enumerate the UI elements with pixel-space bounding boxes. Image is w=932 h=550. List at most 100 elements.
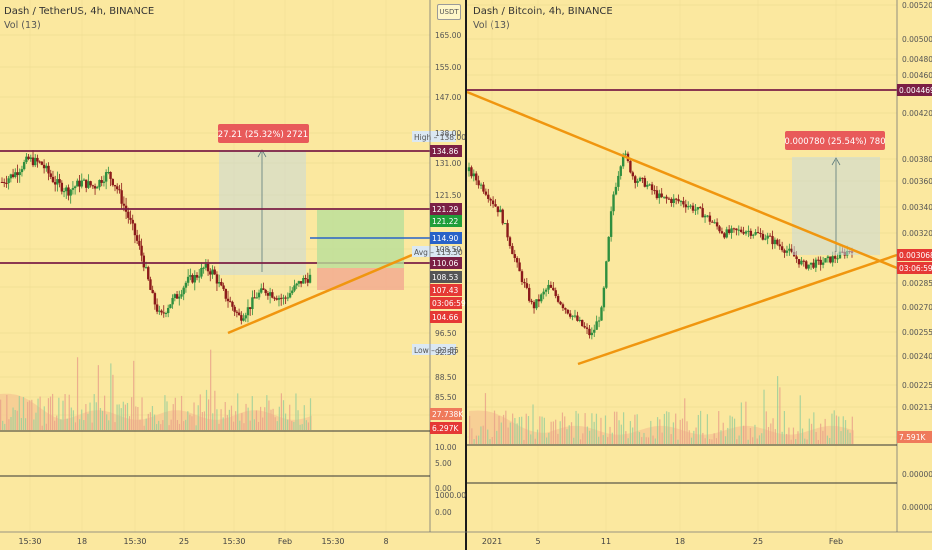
candle-body xyxy=(802,260,806,262)
candle-body xyxy=(824,258,827,263)
volume-bar xyxy=(83,420,85,430)
candle-body xyxy=(595,321,598,330)
left-price-tick: 88.50 xyxy=(435,373,457,382)
left-volume-indicator-label[interactable]: Vol (13) xyxy=(4,20,41,31)
candle-body xyxy=(528,287,531,301)
volume-bar xyxy=(641,437,643,444)
price-label-box xyxy=(430,271,462,283)
candle-body xyxy=(3,182,6,184)
volume-bar xyxy=(301,424,303,430)
volume-bar xyxy=(629,421,631,444)
candle-body xyxy=(506,223,509,238)
volume-bar xyxy=(253,419,255,430)
candle-body xyxy=(511,246,514,255)
candle-body xyxy=(113,185,117,187)
candle-body xyxy=(166,307,170,314)
volume-bar xyxy=(31,399,33,430)
volume-bar xyxy=(842,416,844,444)
drawing-tools[interactable]: 27.21 (25.32%) 2721 High – 138.00 Low – 93… xyxy=(0,89,932,366)
candle-body xyxy=(754,232,757,235)
volume-bar xyxy=(147,413,149,430)
candle-body xyxy=(703,215,707,218)
candle-body xyxy=(629,160,632,173)
currency-badge[interactable]: USDT xyxy=(437,4,461,20)
candle-body xyxy=(233,306,236,312)
volume-bar xyxy=(654,438,656,444)
candle-body xyxy=(220,281,223,286)
candle-body xyxy=(535,299,538,309)
volume-bar xyxy=(747,439,749,444)
price-label-box xyxy=(897,431,932,443)
volume-bar xyxy=(70,407,72,430)
volume-bar xyxy=(573,437,575,444)
right-volume-indicator-label[interactable]: Vol (13) xyxy=(473,20,510,31)
candle-body xyxy=(761,233,765,240)
candle-body xyxy=(34,157,37,166)
volume-bar xyxy=(469,415,471,444)
volume-bar xyxy=(681,418,684,444)
candle-body xyxy=(222,285,225,289)
volume-bar xyxy=(620,424,622,444)
volume-bar xyxy=(695,427,697,444)
candle-body xyxy=(674,198,678,200)
price-label: 6.297K xyxy=(432,424,459,433)
volume-bar xyxy=(604,415,607,444)
candle-body xyxy=(85,179,88,188)
volume-bar xyxy=(81,409,83,430)
left-price-tick: 108.50 xyxy=(435,245,461,254)
candle-body xyxy=(817,259,820,261)
volume-bar xyxy=(752,437,754,444)
price-label: 121.22 xyxy=(432,217,458,226)
volume-bar xyxy=(230,405,233,430)
candle-body xyxy=(5,183,8,185)
volume-bar xyxy=(99,407,102,430)
volume-bar xyxy=(257,421,260,430)
volume-bar xyxy=(262,417,264,430)
volume-bar xyxy=(799,395,801,444)
volume-bar xyxy=(804,438,806,444)
candle-body xyxy=(7,178,10,184)
candle-body xyxy=(662,196,666,198)
volume-bar xyxy=(824,418,826,444)
volume-bar xyxy=(668,412,670,444)
volume-bar xyxy=(584,413,586,444)
volume-bar xyxy=(523,439,525,444)
candle-body xyxy=(304,277,307,280)
measure-label: 0.000780 (25.54%) 780 xyxy=(784,137,885,147)
volume-bar xyxy=(702,432,704,444)
volume-bar xyxy=(810,423,813,444)
volume-bar xyxy=(305,420,307,430)
volume-bar xyxy=(162,420,164,430)
left-price-tick: 0.00 xyxy=(435,484,452,493)
candle-body xyxy=(612,194,615,212)
candle-body xyxy=(22,162,26,170)
left-price-tick: 92.50 xyxy=(435,348,457,357)
volume-bar xyxy=(647,437,650,444)
volume-bar xyxy=(97,365,99,430)
candle-body xyxy=(812,262,815,268)
price-label: 108.53 xyxy=(432,273,458,282)
volume-bar xyxy=(758,435,761,444)
volume-bar xyxy=(781,431,783,444)
candle-body xyxy=(631,172,634,177)
volume-bar xyxy=(114,422,116,430)
volume-bar xyxy=(307,422,310,430)
volume-bar xyxy=(613,411,616,444)
left-price-tick: 96.50 xyxy=(435,329,457,338)
volume-bar xyxy=(697,414,699,444)
candle-body xyxy=(277,297,281,300)
volume-bar xyxy=(33,419,35,430)
right-time-tick: 25 xyxy=(753,537,763,546)
candle-body xyxy=(262,288,265,290)
price-label-box xyxy=(897,249,932,261)
candle-body xyxy=(525,283,529,288)
volume-bar xyxy=(844,420,847,444)
price-label: 110.06 xyxy=(432,259,458,268)
candle-body xyxy=(491,200,495,205)
candle-body xyxy=(689,205,692,207)
